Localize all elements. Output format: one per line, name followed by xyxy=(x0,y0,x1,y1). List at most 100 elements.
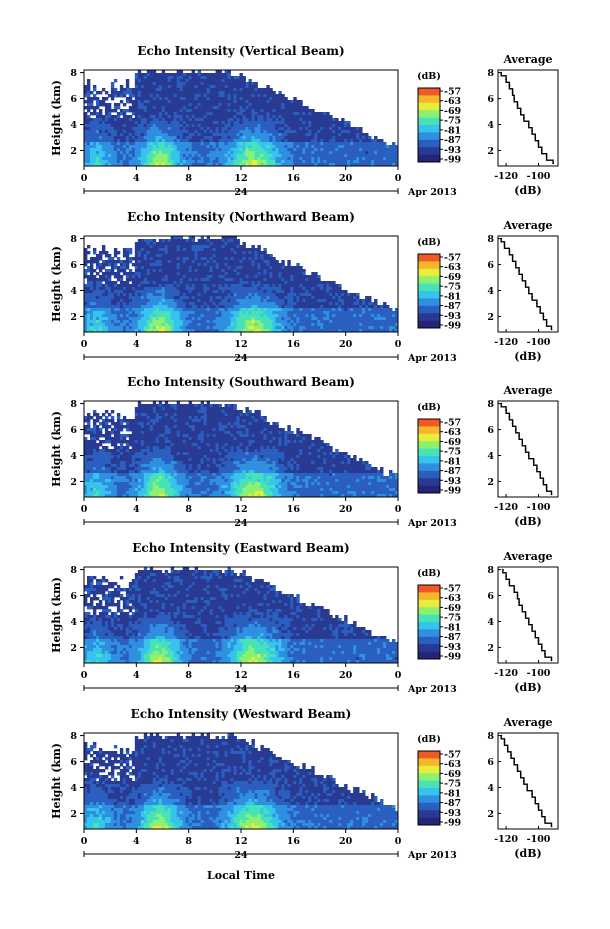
profile-y-tick-label: 6 xyxy=(487,591,494,602)
colorbar-tick-label: -93 xyxy=(444,145,461,156)
colorbar-segment xyxy=(418,88,440,96)
colorbar-tick-label: -81 xyxy=(444,291,461,302)
colorbar-segment xyxy=(418,651,440,660)
profile-y-tick-label: 2 xyxy=(487,312,494,323)
colorbar-tick-label: -87 xyxy=(444,135,461,146)
x-tick-label: 0 xyxy=(81,339,88,350)
panel-title: Echo Intensity (Westward Beam) xyxy=(131,707,352,721)
colorbar-segment xyxy=(418,426,440,435)
profile-line xyxy=(500,403,553,495)
x-tick-label: 8 xyxy=(185,339,192,350)
colorbar-tick-label: -99 xyxy=(444,155,462,166)
day-tick-label: 24 xyxy=(234,353,248,364)
colorbar-tick-label: -93 xyxy=(444,311,461,322)
colorbar-segment xyxy=(418,780,440,789)
profile-line xyxy=(502,569,553,661)
y-tick-label: 8 xyxy=(70,234,77,245)
heatmap-image xyxy=(84,567,399,664)
profile-plot: Average 2 4 6 8 -120 -100 (dB) xyxy=(487,384,559,528)
colorbar-label: (dB) xyxy=(417,568,441,579)
profile-x-axis-label: (dB) xyxy=(514,184,541,197)
profile-x-tick-label: -120 xyxy=(494,171,518,182)
colorbar-segment xyxy=(418,629,440,638)
profile-y-tick-label: 8 xyxy=(487,234,494,245)
y-axis-label: Height (km) xyxy=(50,411,63,487)
x-tick-label: 12 xyxy=(234,339,247,350)
y-tick-label: 2 xyxy=(70,312,77,323)
colorbar-segment xyxy=(418,139,440,148)
colorbar-tick-label: -87 xyxy=(444,632,461,643)
colorbar-tick-label: -57 xyxy=(444,253,461,264)
profile-y-tick-label: 6 xyxy=(487,425,494,436)
profile-y-tick-label: 2 xyxy=(487,477,494,488)
profile-title: Average xyxy=(502,550,552,563)
colorbar-segment xyxy=(418,320,440,329)
y-tick-label: 6 xyxy=(70,260,77,271)
colorbar-tick-label: -69 xyxy=(444,106,462,117)
colorbar-segment xyxy=(418,419,440,427)
colorbar-segment xyxy=(418,802,440,811)
colorbar-segment xyxy=(418,456,440,464)
x-tick-label: 12 xyxy=(234,670,247,681)
colorbar-segment xyxy=(418,125,440,133)
x-tick-label: 16 xyxy=(287,339,301,350)
colorbar-frame xyxy=(417,87,441,163)
profile-x-tick-label: -120 xyxy=(494,834,518,845)
colorbar-segment xyxy=(418,585,440,593)
y-tick-label: 2 xyxy=(70,809,77,820)
profile-plot: Average 2 4 6 8 -120 -100 (dB) xyxy=(487,53,559,197)
colorbar-segment xyxy=(418,478,440,486)
x-tick-label: 0 xyxy=(395,836,402,847)
x-tick-label: 16 xyxy=(287,173,301,184)
colorbar-tick-label: -63 xyxy=(444,759,461,770)
colorbar-tick-label: -63 xyxy=(444,262,461,273)
profile-y-tick-label: 4 xyxy=(487,783,494,794)
date-label: Apr 2013 xyxy=(407,850,457,861)
y-tick-label: 8 xyxy=(70,565,77,576)
colorbar-segment xyxy=(418,788,440,796)
colorbar-tick-label: -87 xyxy=(444,301,461,312)
heatmap-image xyxy=(84,401,399,498)
profile-line xyxy=(500,72,554,164)
profile-y-tick-label: 8 xyxy=(487,565,494,576)
x-tick-label: 16 xyxy=(287,670,301,681)
colorbar-tick-label: -93 xyxy=(444,642,461,653)
profile-y-tick-label: 4 xyxy=(487,617,494,628)
colorbar-segment xyxy=(418,810,440,818)
profile-y-tick-label: 4 xyxy=(487,451,494,462)
profile-plot: Average 2 4 6 8 -120 -100 (dB) xyxy=(487,550,559,694)
colorbar-segment xyxy=(418,95,440,104)
colorbar-segment xyxy=(418,291,440,299)
x-tick-label: 8 xyxy=(185,836,192,847)
colorbar-segment xyxy=(418,268,440,277)
colorbar-tick-label: -69 xyxy=(444,272,462,283)
colorbar-tick-label: -93 xyxy=(444,476,461,487)
profile-line xyxy=(500,238,553,330)
colorbar-tick-label: -57 xyxy=(444,418,461,429)
profile-y-tick-label: 8 xyxy=(487,68,494,79)
profile-y-tick-label: 6 xyxy=(487,757,494,768)
colorbar-segment xyxy=(418,470,440,479)
colorbar-segment xyxy=(418,283,440,292)
colorbar-tick-label: -57 xyxy=(444,584,461,595)
date-label: Apr 2013 xyxy=(407,187,457,198)
profile-x-axis-label: (dB) xyxy=(514,515,541,528)
profile-line xyxy=(500,735,553,827)
profile-frame xyxy=(497,566,559,664)
day-tick-label: 24 xyxy=(234,518,248,529)
profile-y-tick-label: 8 xyxy=(487,731,494,742)
colorbar-segment xyxy=(418,110,440,118)
colorbar: (dB)-57-63-69-75-81-87-93-99 xyxy=(417,568,461,663)
profile-y-tick-label: 4 xyxy=(487,120,494,131)
x-tick-label: 4 xyxy=(133,339,140,350)
y-tick-label: 2 xyxy=(70,643,77,654)
y-axis-label: Height (km) xyxy=(50,577,63,653)
profile-x-tick-label: -100 xyxy=(527,834,551,845)
colorbar-tick-label: -81 xyxy=(444,125,461,136)
colorbar-label: (dB) xyxy=(417,734,441,745)
colorbar-tick-label: -75 xyxy=(444,282,461,293)
colorbar: (dB)-57-63-69-75-81-87-93-99 xyxy=(417,402,461,497)
